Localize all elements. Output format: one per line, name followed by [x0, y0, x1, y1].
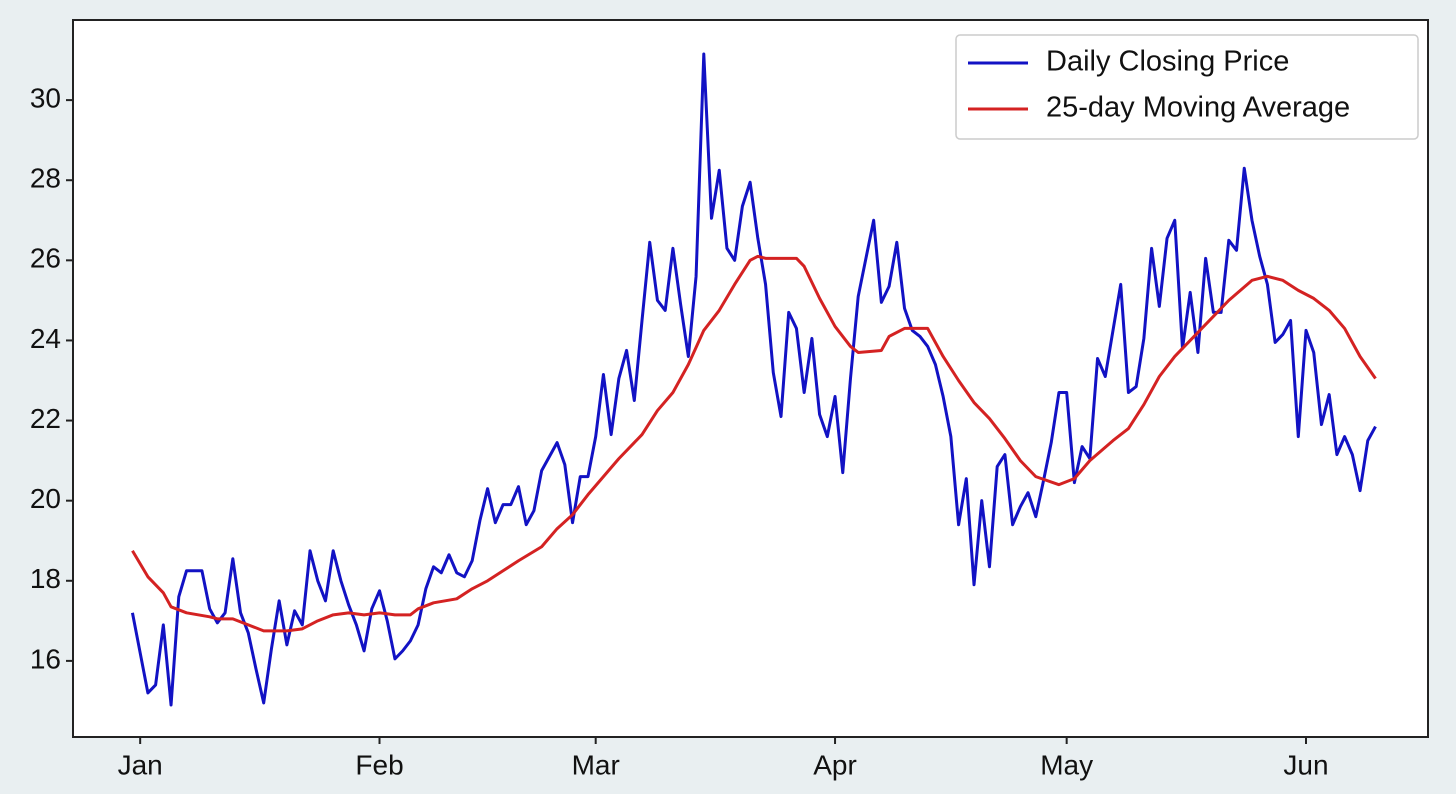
x-tick-label: Jun [1283, 749, 1328, 780]
plot [130, 52, 1377, 707]
y-tick-label: 22 [30, 403, 61, 434]
axes-frame [72, 19, 1429, 738]
series-line [130, 52, 1377, 707]
series-line [131, 254, 1377, 633]
y-tick-label: 30 [30, 83, 61, 114]
x-tick-label: May [1040, 749, 1093, 780]
y-tick-label: 24 [30, 323, 61, 354]
x-tick-label: Apr [813, 749, 857, 780]
legend-label: Daily Closing Price [1046, 46, 1289, 78]
legend-box [955, 34, 1419, 140]
x-tick-label: Feb [355, 749, 403, 780]
y-tick-label: 28 [30, 163, 61, 194]
legend-label: 25-day Moving Average [1046, 92, 1350, 124]
y-tick-label: 20 [30, 483, 61, 514]
y-tick-label: 16 [30, 643, 61, 674]
x-tick-label: Jan [118, 749, 163, 780]
legend: Daily Closing Price 25-day Moving Average [955, 34, 1419, 140]
x-tick-label: Mar [572, 749, 620, 780]
y-tick-label: 18 [30, 563, 61, 594]
y-tick-label: 26 [30, 243, 61, 274]
